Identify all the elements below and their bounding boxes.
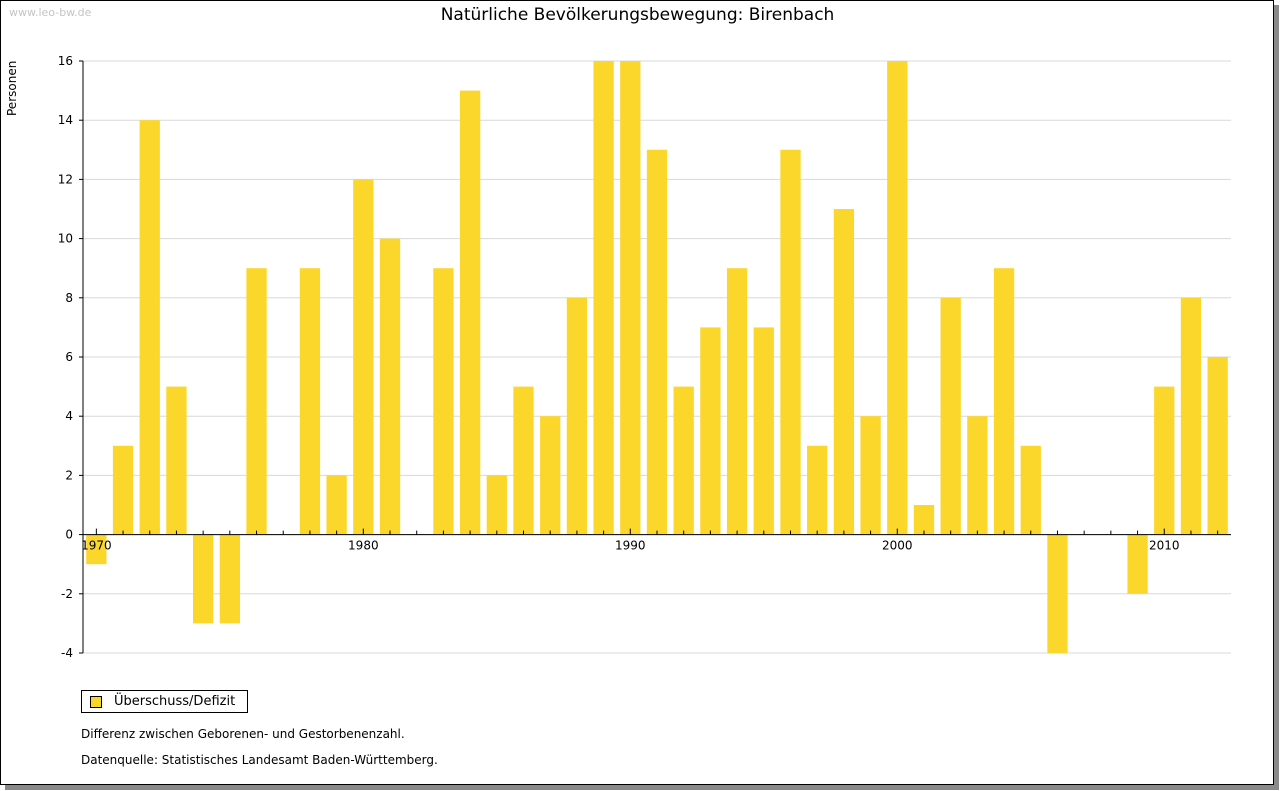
- y-tick-label: 4: [65, 409, 73, 423]
- bar-2002: [940, 297, 961, 535]
- y-tick-label: -4: [61, 646, 73, 660]
- bar-1998: [833, 209, 855, 535]
- bar-2006: [1047, 534, 1068, 653]
- y-tick-label: 2: [65, 468, 73, 482]
- x-tick-label: 2010: [1149, 539, 1180, 553]
- bar-1993: [700, 327, 721, 535]
- bar-1995: [753, 327, 774, 535]
- bar-2000: [887, 61, 908, 535]
- bar-1974: [192, 534, 214, 624]
- bar-1972: [139, 120, 160, 535]
- y-tick-label: 0: [65, 528, 73, 542]
- bar-1970: [86, 534, 107, 565]
- bar-1979: [326, 475, 347, 535]
- bar-2011: [1180, 297, 1202, 535]
- bar-2012: [1207, 357, 1228, 535]
- bar-1981: [379, 238, 401, 535]
- bar-2005: [1020, 445, 1041, 535]
- y-tick-label: 16: [58, 54, 73, 68]
- bar-1973: [166, 386, 187, 535]
- bar-1990: [620, 61, 641, 535]
- legend-label: Überschuss/Defizit: [114, 694, 236, 709]
- note-source: Datenquelle: Statistisches Landesamt Bad…: [81, 753, 438, 767]
- bar-2004: [993, 268, 1015, 535]
- x-tick-label: 1970: [81, 539, 112, 553]
- y-tick-label: -2: [61, 587, 73, 601]
- y-tick-label: 10: [58, 232, 73, 246]
- legend: Überschuss/Defizit: [81, 690, 249, 713]
- bar-1996: [780, 149, 801, 535]
- bar-1991: [646, 149, 668, 535]
- bar-1983: [433, 268, 454, 535]
- y-tick-label: 14: [58, 113, 73, 127]
- bar-1971: [112, 445, 134, 535]
- y-tick-label: 8: [65, 291, 73, 305]
- bar-1984: [459, 90, 481, 535]
- bar-1976: [246, 268, 267, 535]
- watermark: www.leo-bw.de: [9, 6, 92, 19]
- x-tick-label: 2000: [882, 539, 913, 553]
- legend-swatch: [90, 695, 102, 708]
- y-tick-label: 12: [58, 172, 73, 186]
- bar-1978: [299, 268, 321, 535]
- bar-1987: [540, 416, 561, 535]
- bar-1994: [726, 268, 748, 535]
- bar-1989: [593, 61, 614, 535]
- bar-chart: -4 -2 0 2 4 6 8 10 12 14 16 1970 1980 1990 2000 2010: [58, 54, 1231, 660]
- x-tick-label: 1980: [348, 539, 379, 553]
- bar-1975: [219, 534, 240, 624]
- bar-1999: [860, 416, 881, 535]
- y-tick-label: 6: [65, 350, 73, 364]
- bar-2009: [1127, 534, 1148, 594]
- bar-2003: [967, 416, 988, 535]
- bar-1980: [353, 179, 374, 535]
- bar-1986: [513, 386, 534, 535]
- note-difference: Differenz zwischen Geborenen- und Gestor…: [81, 727, 405, 741]
- bar-1992: [673, 386, 694, 535]
- bar-2001: [913, 505, 935, 535]
- chart-title: Natürliche Bevölkerungsbewegung: Birenba…: [440, 5, 835, 25]
- bar-1985: [486, 475, 507, 535]
- x-tick-label: 1990: [615, 539, 646, 553]
- bar-2010: [1154, 386, 1175, 535]
- bar-1997: [807, 445, 828, 535]
- bar-1988: [566, 297, 588, 535]
